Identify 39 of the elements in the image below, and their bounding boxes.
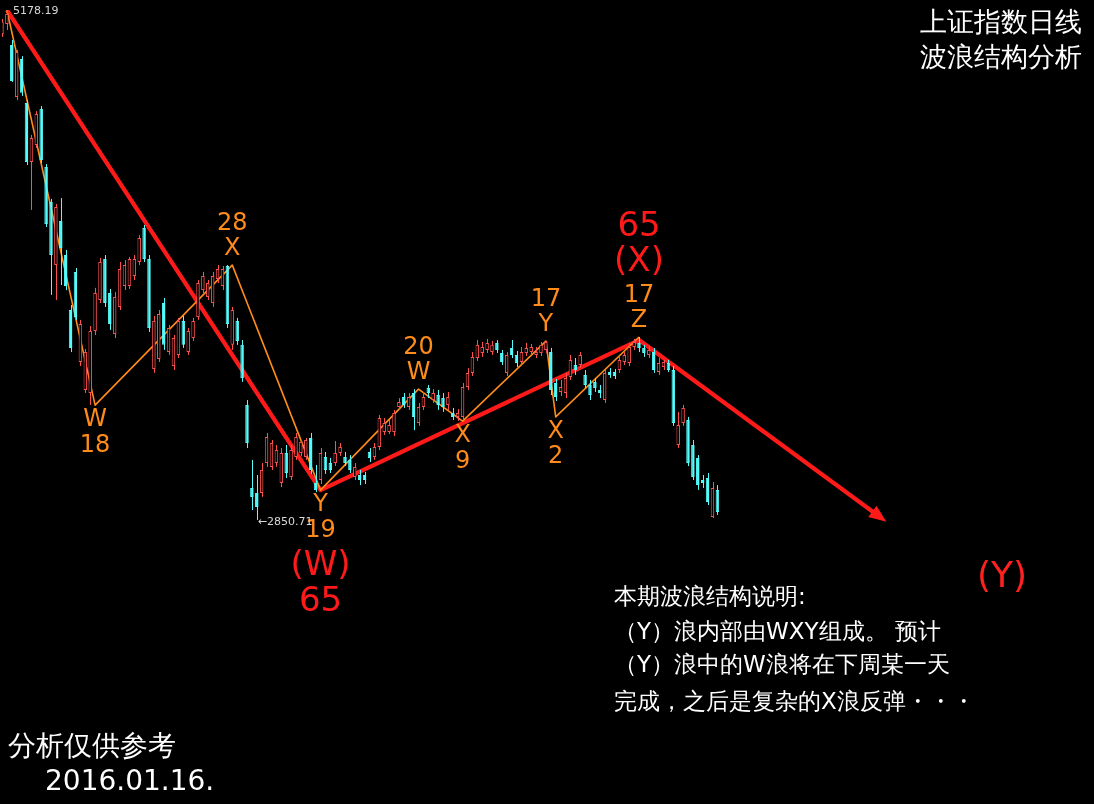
candlestick [333, 440, 337, 467]
annotation: X 9 [454, 420, 471, 474]
text: 本期波浪结构说明: [614, 582, 806, 609]
candlestick [588, 379, 592, 401]
annotation: 28 X [217, 208, 248, 262]
text: (W) 65 [290, 543, 351, 620]
annotation: W 18 [79, 404, 111, 458]
candlestick [255, 474, 259, 521]
text: （Y）浪内部由WXY组成。 预计 [614, 617, 941, 644]
candlestick [206, 279, 210, 301]
annotation: 17 Z [623, 280, 655, 334]
candlestick [392, 409, 396, 437]
text: 波浪结构分析 [920, 41, 1082, 73]
candlestick [304, 437, 308, 461]
candlestick [235, 317, 239, 346]
candlestick [186, 327, 190, 356]
candlestick [627, 342, 631, 367]
annotation: 20 W [403, 332, 434, 386]
candlestick [191, 317, 195, 342]
text: 2016.01.16. [45, 764, 215, 798]
candlestick [5, 9, 9, 31]
candlestick [441, 392, 445, 413]
text: （Y）浪中的W浪将在下周某一天 [614, 650, 950, 677]
candlestick [137, 234, 141, 266]
candlestick [294, 432, 298, 461]
annotation: X 2 [547, 416, 564, 470]
candlestick [284, 444, 288, 479]
candlestick [676, 411, 680, 449]
annotation: 5178.19 [12, 3, 59, 17]
annotation: 65 (X) [614, 203, 664, 280]
candlestick [201, 271, 205, 294]
candlestick [250, 459, 254, 511]
text: 完成，之后是复杂的X浪反弹・・・ [614, 687, 975, 714]
annotation: 17 Y [530, 284, 562, 338]
text: (Y) [976, 554, 1028, 596]
candlestick [436, 389, 440, 411]
text: 上证指数日线 [920, 6, 1082, 38]
candlestick [681, 404, 685, 427]
text: 分析仅供参考 [8, 729, 176, 763]
